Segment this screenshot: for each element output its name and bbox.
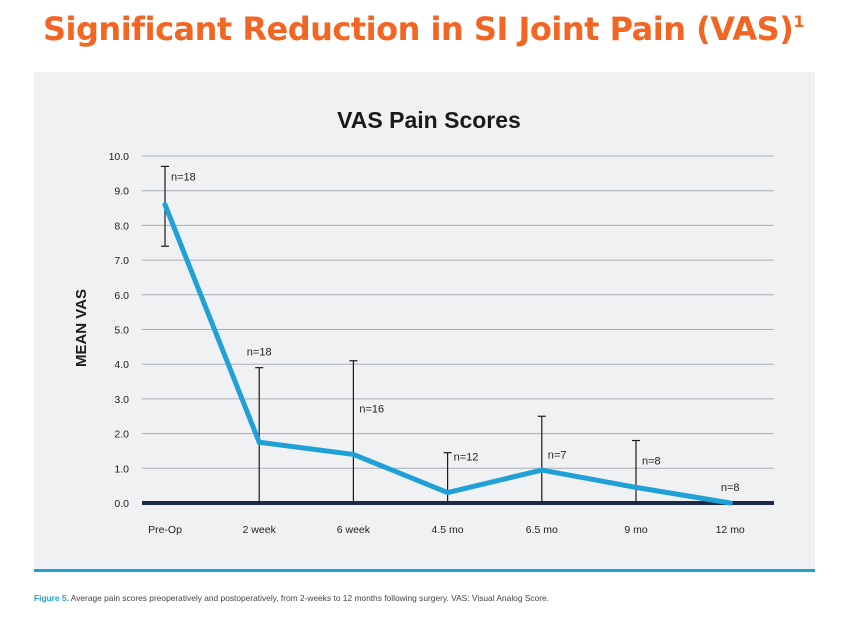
n-label: n=12 bbox=[454, 452, 479, 464]
chart-panel bbox=[34, 72, 815, 570]
n-label: n=8 bbox=[721, 482, 740, 494]
x-tick-label: 6 week bbox=[337, 524, 371, 536]
n-label: n=7 bbox=[548, 449, 567, 461]
n-label: n=18 bbox=[171, 171, 196, 183]
n-label: n=16 bbox=[359, 404, 384, 416]
figure-caption: Figure 5. Average pain scores preoperati… bbox=[34, 593, 824, 603]
y-tick-label: 2.0 bbox=[114, 429, 129, 441]
y-tick-label: 6.0 bbox=[114, 290, 129, 302]
y-tick-label: 5.0 bbox=[114, 325, 129, 337]
y-axis-label: MEAN VAS bbox=[73, 289, 90, 367]
y-tick-label: 10.0 bbox=[109, 151, 130, 163]
y-tick-label: 3.0 bbox=[114, 394, 129, 406]
figure-label: Figure 5. bbox=[34, 593, 69, 603]
x-tick-label: Pre-Op bbox=[148, 524, 182, 536]
x-tick-label: 2 week bbox=[243, 524, 277, 536]
x-tick-label: 9 mo bbox=[624, 524, 648, 536]
chart-title: VAS Pain Scores bbox=[337, 107, 521, 133]
x-tick-label: 12 mo bbox=[716, 524, 745, 536]
y-tick-label: 8.0 bbox=[114, 220, 129, 232]
headline-text: Significant Reduction in SI Joint Pain (… bbox=[43, 10, 794, 48]
y-tick-label: 7.0 bbox=[114, 255, 129, 267]
n-label: n=18 bbox=[247, 347, 272, 359]
panel-bottom-rule bbox=[34, 569, 815, 572]
figure-caption-text: Average pain scores preoperatively and p… bbox=[70, 593, 550, 603]
n-label: n=8 bbox=[642, 456, 661, 468]
y-tick-label: 4.0 bbox=[114, 359, 129, 371]
y-tick-label: 9.0 bbox=[114, 186, 129, 198]
y-tick-label: 1.0 bbox=[114, 463, 129, 475]
vas-series-line bbox=[162, 202, 733, 506]
y-tick-label: 0.0 bbox=[114, 498, 129, 510]
x-tick-label: 6.5 mo bbox=[526, 524, 558, 536]
x-tick-label: 4.5 mo bbox=[432, 524, 464, 536]
page-headline: Significant Reduction in SI Joint Pain (… bbox=[43, 10, 804, 48]
vas-line-chart: VAS Pain Scores MEAN VAS 0.0 1.0 2.0 3.0 4.0… bbox=[73, 107, 774, 536]
headline-footnote-marker: 1 bbox=[793, 12, 804, 31]
